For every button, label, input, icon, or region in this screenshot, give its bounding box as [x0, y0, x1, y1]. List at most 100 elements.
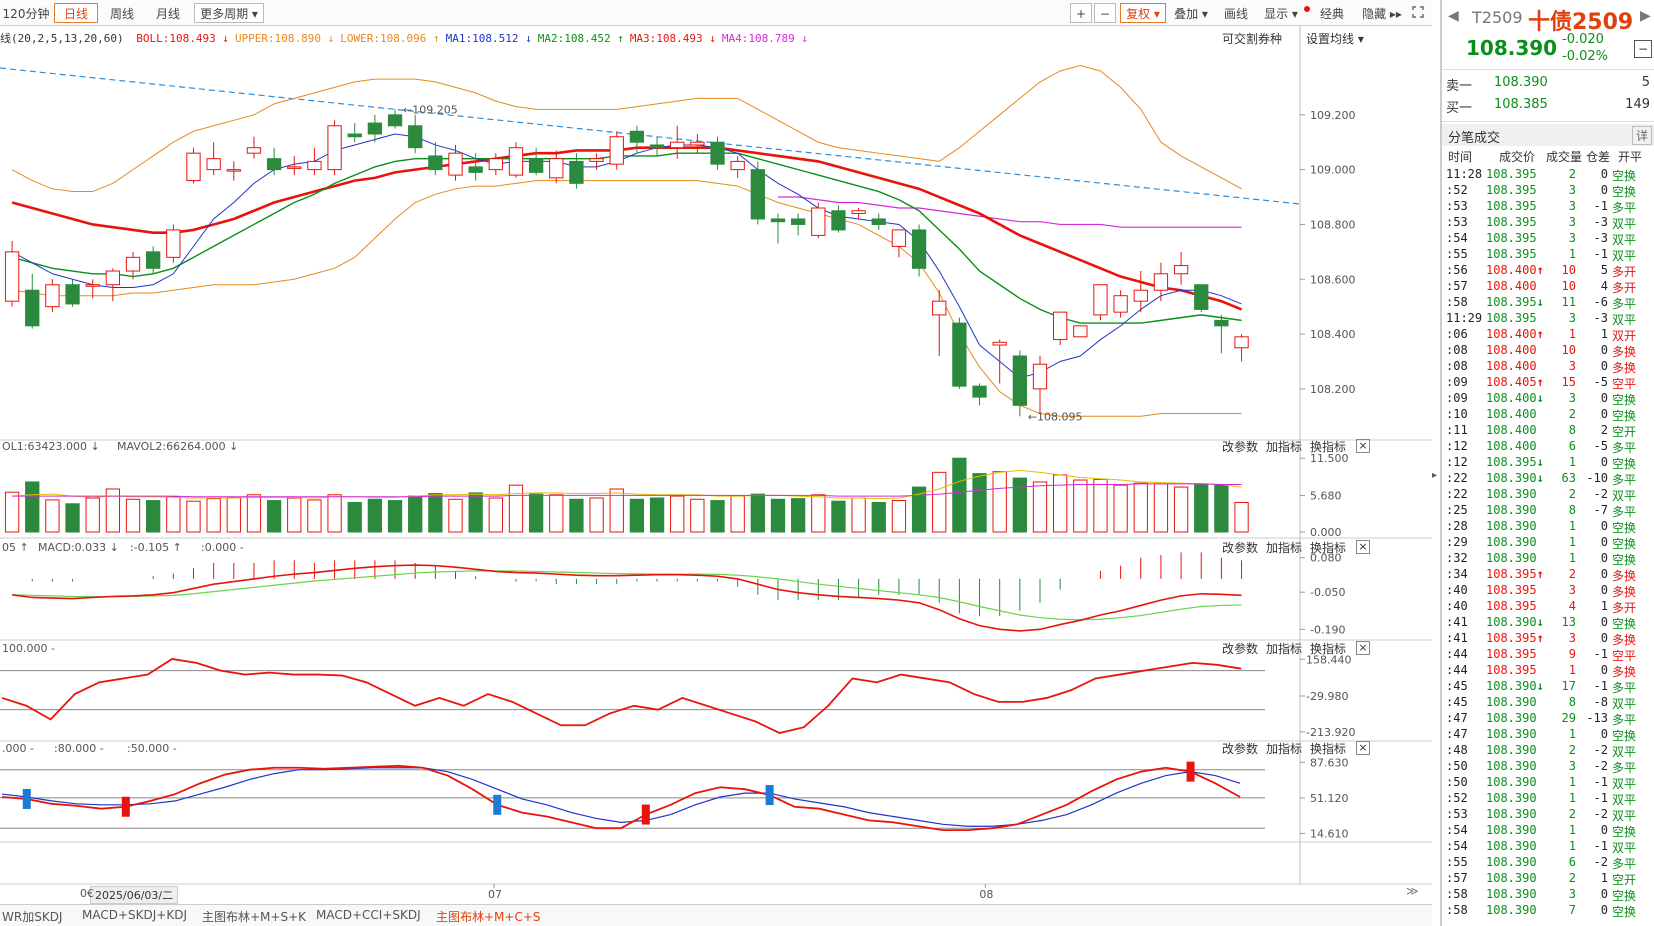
- tick-type: 空换: [1612, 169, 1637, 183]
- tick-time: :50: [1446, 775, 1468, 789]
- col-oi-change: 仓差: [1586, 150, 1611, 164]
- volume-bar: [327, 494, 342, 533]
- volume-bar: [468, 492, 483, 533]
- kdj-axis-label-0: 87.630: [1310, 756, 1349, 769]
- ma4-line: [777, 196, 1242, 228]
- tick-time: :32: [1446, 551, 1468, 565]
- add-indicator-button[interactable]: 加指标: [1266, 742, 1303, 756]
- candle: [65, 284, 80, 305]
- tick-price: 108.395↑: [1486, 631, 1544, 645]
- template-tab-2[interactable]: 主图布林+M+S+K: [202, 910, 307, 924]
- tick-volume: 3: [1568, 215, 1576, 229]
- tick-price: 108.395: [1486, 583, 1537, 597]
- zoom-out-button[interactable]: −: [1094, 3, 1116, 23]
- set-ma-dropdown[interactable]: 设置均线 ▾: [1306, 32, 1364, 46]
- tick-row: :54 108.395 3 -3 双平: [1442, 230, 1654, 248]
- top-toolbar: 120分钟 日线 周线 月线 更多周期 ▾ + − 复权 ▾ 叠加 ▾ 画线 显…: [0, 0, 1432, 26]
- tick-oi-change: 1: [1600, 871, 1608, 885]
- tick-volume: 9: [1568, 647, 1576, 661]
- candle: [246, 147, 262, 154]
- overlay-dropdown[interactable]: 叠加 ▾: [1174, 7, 1208, 21]
- classic-button[interactable]: 经典: [1319, 7, 1344, 21]
- zoom-in-button[interactable]: +: [1070, 3, 1092, 23]
- ma2-line: [11, 152, 1242, 324]
- template-tab-0[interactable]: WR加SKDJ: [2, 910, 63, 924]
- tick-type: 多平: [1612, 761, 1637, 775]
- switch-indicator-button[interactable]: 换指标: [1310, 642, 1347, 656]
- tick-price: 108.395: [1486, 167, 1537, 181]
- tick-row: :28 108.390 1 0 空换: [1442, 518, 1654, 536]
- template-tab-3[interactable]: MACD+CCI+SKDJ: [316, 908, 421, 922]
- scroll-right-icon[interactable]: ≫: [1406, 884, 1419, 898]
- volume-bar: [1012, 477, 1027, 533]
- add-indicator-button[interactable]: 加指标: [1266, 642, 1303, 656]
- prev-contract-arrow-icon[interactable]: ◀: [1448, 8, 1459, 24]
- price-label-1: 109.000: [1310, 164, 1356, 177]
- candle: [146, 251, 161, 269]
- candle: [891, 229, 907, 247]
- candle: [528, 158, 544, 173]
- last-price: 108.390: [1466, 36, 1558, 60]
- tick-row: 11:28 108.395 2 0 空换: [1442, 166, 1654, 184]
- tick-volume: 3: [1568, 391, 1576, 405]
- tick-time: :58: [1446, 903, 1468, 917]
- more-periods-dropdown[interactable]: 更多周期 ▾: [194, 3, 264, 23]
- tick-time: :53: [1446, 807, 1468, 821]
- edit-params-button[interactable]: 改参数: [1222, 440, 1259, 454]
- close-panel-icon[interactable]: ×: [1352, 539, 1370, 554]
- volume-bar: [1234, 501, 1249, 533]
- kline-chart[interactable]: 109.200 109.000 108.800 108.600 108.400 108.2…: [0, 0, 1432, 904]
- deliverable-bonds-link[interactable]: 可交割券种: [1222, 32, 1283, 46]
- tick-volume: 2: [1568, 167, 1576, 181]
- tick-row: :41 108.395↑ 3 0 多换: [1442, 630, 1654, 648]
- indicator-value-5: MA3:108.493 ↓: [629, 32, 716, 45]
- detail-button[interactable]: 详: [1631, 126, 1652, 145]
- panel-splitter-handle[interactable]: ▸: [1432, 470, 1438, 481]
- edit-params-button[interactable]: 改参数: [1222, 541, 1259, 555]
- display-dropdown[interactable]: 显示 ▾: [1264, 7, 1298, 21]
- kdj-signal-marker: [765, 785, 774, 806]
- edit-params-button[interactable]: 改参数: [1222, 642, 1259, 656]
- adjust-rights-dropdown[interactable]: 复权 ▾: [1120, 3, 1166, 23]
- collapse-icon[interactable]: −: [1634, 40, 1652, 58]
- cci-line: [1, 658, 1242, 735]
- switch-indicator-button[interactable]: 换指标: [1310, 440, 1347, 454]
- add-indicator-button[interactable]: 加指标: [1266, 541, 1303, 555]
- tab-monthly[interactable]: 月线: [155, 7, 180, 21]
- ticks-columns: 时间 成交价 成交量 仓差 开平: [1442, 148, 1654, 166]
- edit-params-button[interactable]: 改参数: [1222, 742, 1259, 756]
- tick-type: 多换: [1612, 361, 1637, 375]
- tab-weekly[interactable]: 周线: [109, 7, 134, 21]
- expand-icon[interactable]: [1408, 3, 1428, 23]
- close-panel-icon[interactable]: ×: [1352, 640, 1370, 655]
- tick-oi-change: -13: [1586, 711, 1608, 725]
- hide-panel-button[interactable]: 隐藏 ▸▸: [1362, 7, 1402, 21]
- switch-indicator-button[interactable]: 换指标: [1310, 742, 1347, 756]
- candle: [1113, 295, 1128, 313]
- tick-oi-change: -3: [1593, 215, 1608, 229]
- kdj-signal-marker: [1186, 761, 1195, 782]
- tab-daily[interactable]: 日线: [54, 3, 98, 23]
- tick-type: 双平: [1612, 745, 1637, 759]
- switch-indicator-button[interactable]: 换指标: [1310, 541, 1347, 555]
- template-tab-1[interactable]: MACD+SKDJ+KDJ: [82, 908, 187, 922]
- tick-time: :58: [1446, 887, 1468, 901]
- add-indicator-button[interactable]: 加指标: [1266, 440, 1303, 454]
- tick-type: 双平: [1612, 233, 1637, 247]
- tick-price: 108.390: [1486, 711, 1537, 725]
- macd-indicator-2: :-0.105 ↑: [130, 541, 182, 554]
- kdj-indicator-1: :80.000 -: [54, 742, 104, 755]
- candle: [4, 251, 20, 302]
- close-panel-icon[interactable]: ×: [1352, 438, 1370, 453]
- tick-type: 空换: [1612, 409, 1637, 423]
- tick-price: 108.400↑: [1486, 263, 1544, 277]
- draw-lines-button[interactable]: 画线: [1223, 7, 1248, 21]
- tick-type: 双开: [1612, 329, 1637, 343]
- next-contract-arrow-icon[interactable]: ▶: [1640, 8, 1651, 24]
- volume-bar: [1053, 474, 1068, 533]
- template-tab-4[interactable]: 主图布林+M+C+S: [436, 910, 541, 924]
- tick-oi-change: -3: [1593, 311, 1608, 325]
- close-panel-icon[interactable]: ×: [1352, 740, 1370, 755]
- tab-120min[interactable]: 120分钟: [2, 7, 50, 21]
- tick-volume: 3: [1568, 183, 1576, 197]
